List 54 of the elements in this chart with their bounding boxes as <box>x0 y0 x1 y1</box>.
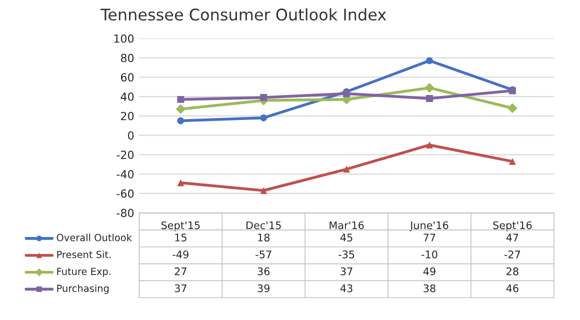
data-label: 77 <box>424 234 436 242</box>
data-label: 38 <box>424 284 436 292</box>
data-label: 39 <box>258 284 270 292</box>
x-tick-label: Sept'15 <box>161 221 200 232</box>
data-label: 43 <box>340 284 352 292</box>
data-label: 28 <box>506 267 518 276</box>
legend-label: Purchasing <box>57 284 109 294</box>
data-label: -27 <box>504 250 520 258</box>
data-label: 49 <box>423 267 436 276</box>
legend-label: Present Sit. <box>57 250 111 258</box>
y-tick-label: 100 <box>114 34 134 43</box>
chart-title: Tennessee Consumer Outlook Index <box>100 8 386 21</box>
point <box>426 57 433 64</box>
data-label: 36 <box>258 267 270 276</box>
point <box>176 104 186 114</box>
data-label: -57 <box>256 250 272 258</box>
point <box>426 95 433 102</box>
data-label: 47 <box>506 234 518 242</box>
y-tick-label: -60 <box>116 189 134 198</box>
data-label: 46 <box>506 284 518 292</box>
point <box>426 142 433 148</box>
point <box>177 179 184 186</box>
data-label: 15 <box>175 234 186 242</box>
point <box>177 117 184 124</box>
data-label: 37 <box>340 267 352 276</box>
data-label: 45 <box>340 234 352 242</box>
y-tick-label: 60 <box>120 73 134 82</box>
legend-label: Future Exp. <box>57 268 110 277</box>
y-tick-label: -40 <box>116 170 134 178</box>
data-label: -49 <box>172 250 188 258</box>
x-tick-label: June'16 <box>410 221 448 232</box>
y-tick-label: 80 <box>120 54 134 62</box>
y-tick-label: 0 <box>128 131 134 140</box>
point <box>343 166 350 173</box>
y-tick-label: -80 <box>116 208 134 218</box>
point <box>260 114 268 122</box>
y-tick-label: -20 <box>116 150 134 160</box>
x-tick-label: Dec'15 <box>246 221 281 230</box>
y-tick-label: 40 <box>120 92 134 101</box>
y-tick-label: 20 <box>121 112 134 120</box>
x-tick-label: Sept'16 <box>493 221 532 232</box>
data-label: 27 <box>174 267 186 276</box>
point <box>260 94 268 101</box>
data-label: -10 <box>421 250 438 258</box>
point <box>424 82 434 93</box>
data-label: 18 <box>258 234 270 242</box>
data-label: -35 <box>338 250 354 258</box>
point <box>508 103 518 114</box>
point <box>260 187 268 194</box>
data-label: 37 <box>174 284 186 292</box>
x-tick-label: Mar'16 <box>330 221 364 230</box>
point <box>177 96 184 103</box>
legend-label: Overall Outlook <box>56 234 132 242</box>
point <box>508 158 516 165</box>
